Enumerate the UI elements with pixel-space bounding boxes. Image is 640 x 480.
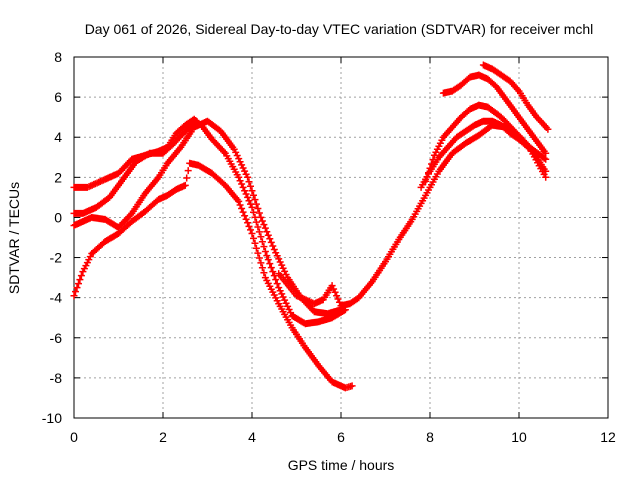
satellite-track-9-markers xyxy=(479,61,552,133)
y-tick-label-7: 4 xyxy=(54,129,62,145)
satellite-track-2-markers xyxy=(70,117,200,217)
satellite-track-7-markers xyxy=(417,117,550,191)
satellite-track-5-markers xyxy=(275,121,550,310)
satellite-track-2 xyxy=(70,117,200,217)
y-tick-label-0: -10 xyxy=(42,410,62,426)
x-tick-label-6: 12 xyxy=(600,429,616,445)
x-axis-label: GPS time / hours xyxy=(288,457,395,473)
satellite-track-8 xyxy=(439,71,550,157)
y-axis-label: SDTVAR / TECUs xyxy=(6,182,22,294)
y-axis-ticks: -10 -8 -6 -4 -2 0 2 4 6 8 xyxy=(42,49,608,426)
x-axis-ticks: 0 2 4 6 8 10 12 xyxy=(70,57,616,445)
satellite-track-6 xyxy=(422,101,550,185)
y-tick-label-2: -6 xyxy=(50,330,63,346)
x-tick-label-4: 8 xyxy=(426,429,434,445)
x-tick-label-2: 4 xyxy=(248,429,256,445)
data-points xyxy=(70,61,552,392)
y-tick-label-4: -2 xyxy=(50,250,63,266)
x-tick-label-3: 6 xyxy=(337,429,345,445)
chart-title: Day 061 of 2026, Sidereal Day-to-day VTE… xyxy=(85,21,594,37)
y-tick-label-1: -8 xyxy=(50,370,63,386)
satellite-track-3 xyxy=(70,117,345,318)
x-tick-label-5: 10 xyxy=(511,429,527,445)
satellite-track-6-markers xyxy=(422,101,550,185)
satellite-track-8-markers xyxy=(439,71,550,157)
y-tick-label-9: 8 xyxy=(54,49,62,65)
satellite-track-7 xyxy=(417,117,550,191)
y-tick-label-3: -4 xyxy=(50,290,63,306)
y-tick-label-6: 2 xyxy=(54,169,62,185)
satellite-track-9 xyxy=(479,61,552,133)
grid-lines xyxy=(74,57,608,418)
y-tick-label-5: 0 xyxy=(54,209,62,225)
y-tick-label-8: 6 xyxy=(54,89,62,105)
satellite-track-4 xyxy=(70,159,356,392)
satellite-track-4-markers xyxy=(70,159,356,392)
x-tick-label-1: 2 xyxy=(159,429,167,445)
satellite-track-3-markers xyxy=(70,117,345,318)
x-tick-label-0: 0 xyxy=(70,429,78,445)
satellite-track-5 xyxy=(275,121,550,310)
